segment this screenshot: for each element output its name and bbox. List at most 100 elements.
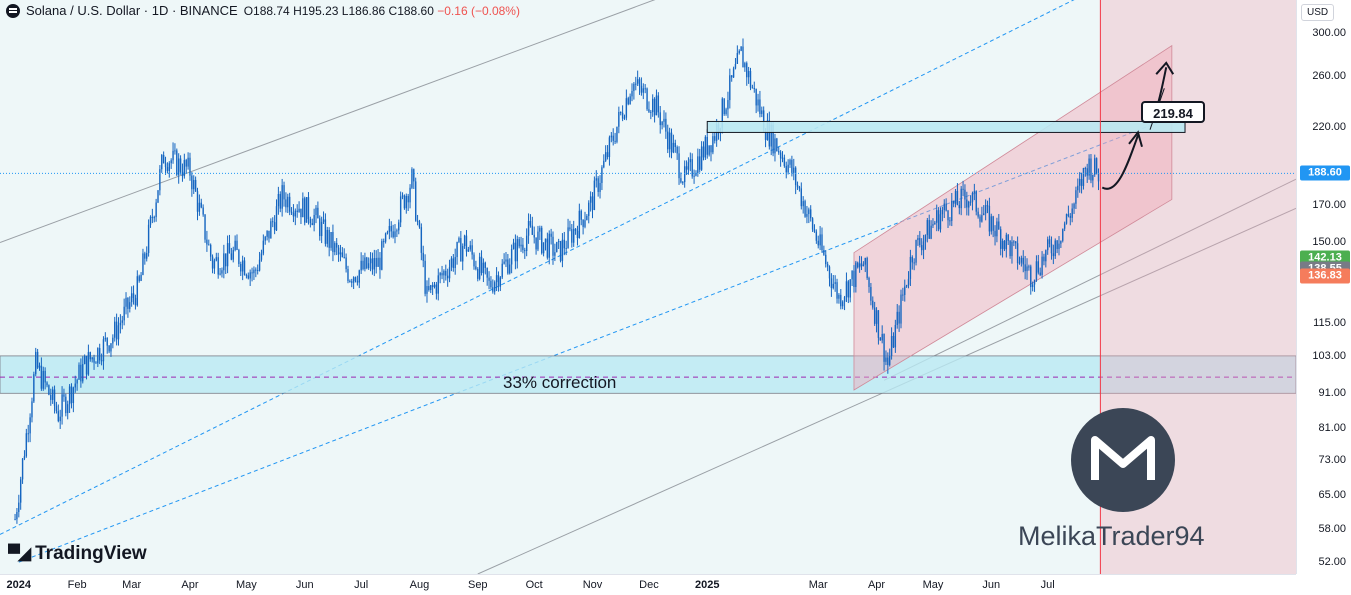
candle-body bbox=[864, 257, 866, 265]
candle-body bbox=[44, 370, 46, 383]
candle-body bbox=[599, 182, 601, 192]
candle-body bbox=[650, 111, 652, 113]
channel-lower-line-2 bbox=[883, 178, 1296, 381]
candle-body bbox=[219, 273, 221, 275]
candle-body bbox=[268, 230, 270, 239]
candle-body bbox=[334, 243, 336, 253]
candle-body bbox=[943, 203, 945, 210]
candle-body bbox=[121, 320, 123, 323]
candle-body bbox=[343, 257, 345, 259]
currency-label[interactable]: USD bbox=[1301, 4, 1335, 21]
candle-body bbox=[1018, 262, 1021, 264]
symbol-title[interactable]: Solana / U.S. Dollar · 1D · BINANCE bbox=[26, 3, 238, 18]
candle-body bbox=[1024, 264, 1026, 272]
candle-body bbox=[604, 152, 607, 161]
candle-body bbox=[706, 136, 708, 155]
candle-body bbox=[779, 152, 782, 159]
candle-body bbox=[452, 258, 455, 269]
candle-body bbox=[783, 157, 786, 167]
time-axis[interactable]: 2024 Feb Mar Apr May Jun Jul Aug Sep Oct Nov Dec 202… bbox=[0, 574, 1296, 595]
candle-body bbox=[166, 167, 169, 171]
candle-body bbox=[439, 273, 441, 276]
candle-body bbox=[296, 210, 298, 212]
candle-body bbox=[744, 63, 746, 68]
candle-body bbox=[968, 201, 970, 208]
candle-body bbox=[834, 282, 836, 284]
channel-mid-dashed-line bbox=[0, 0, 1075, 535]
candle-body bbox=[557, 241, 560, 243]
candle-body bbox=[826, 264, 829, 267]
candle-body bbox=[616, 126, 618, 142]
candle-body bbox=[16, 512, 18, 520]
candle-body bbox=[1022, 257, 1024, 265]
candle-body bbox=[945, 203, 947, 211]
candle-body bbox=[302, 198, 304, 218]
price-tick-label: 260.00 bbox=[1312, 70, 1346, 83]
candle-body bbox=[573, 228, 575, 243]
candle-body bbox=[234, 240, 236, 251]
candle-body bbox=[776, 138, 778, 152]
candle-body bbox=[1003, 240, 1006, 250]
candle-body bbox=[734, 63, 737, 69]
candle-body bbox=[119, 322, 122, 326]
candle-body bbox=[501, 263, 503, 278]
candle-body bbox=[939, 214, 942, 230]
candle-body bbox=[764, 131, 767, 140]
tradingview-icon: ▀◢ bbox=[8, 544, 31, 563]
candle-body bbox=[723, 98, 725, 115]
candle-body bbox=[550, 233, 552, 237]
candle-body bbox=[793, 167, 795, 173]
price-tick-label: 52.00 bbox=[1318, 556, 1346, 569]
candle-body bbox=[59, 416, 61, 422]
candle-body bbox=[823, 250, 825, 255]
price-chart[interactable] bbox=[0, 0, 1296, 574]
candle-body bbox=[1031, 284, 1034, 288]
candle-body bbox=[275, 206, 278, 231]
candle-body bbox=[226, 243, 229, 267]
candle-body bbox=[369, 258, 372, 264]
candle-body bbox=[875, 310, 878, 324]
candle-body bbox=[746, 63, 748, 78]
candle-body bbox=[858, 263, 861, 268]
candle-body bbox=[1011, 241, 1013, 257]
candle-body bbox=[531, 225, 534, 235]
candle-body bbox=[979, 216, 981, 222]
candle-body bbox=[82, 364, 84, 382]
candle-body bbox=[409, 187, 411, 203]
candle-body bbox=[614, 140, 616, 142]
candle-body bbox=[537, 231, 539, 250]
candle-body bbox=[770, 124, 772, 147]
candle-body bbox=[159, 169, 161, 191]
candle-body bbox=[114, 321, 116, 338]
price-axis[interactable]: USD 300.00 260.00 220.00 170.00 150.00 115.00… bbox=[1296, 0, 1351, 574]
time-tick-label: Aug bbox=[409, 579, 430, 591]
chart-area[interactable]: Solana / U.S. Dollar · 1D · BINANCE O188… bbox=[0, 0, 1296, 574]
candle-body bbox=[326, 229, 328, 244]
tradingview-logo[interactable]: ▀◢ TradingView bbox=[8, 543, 147, 564]
candle-body bbox=[975, 191, 977, 212]
candle-body bbox=[36, 351, 39, 368]
price-tick-label: 58.00 bbox=[1318, 523, 1346, 536]
candle-body bbox=[742, 46, 744, 68]
candle-body bbox=[33, 374, 35, 402]
candle-body bbox=[1063, 223, 1066, 229]
candle-body bbox=[168, 163, 170, 171]
candle-body bbox=[612, 135, 614, 141]
candle-body bbox=[1080, 179, 1083, 186]
time-tick-label: 2025 bbox=[695, 579, 720, 591]
candle-body bbox=[1052, 253, 1055, 257]
trend-dashed-line bbox=[18, 119, 1165, 563]
candle-body bbox=[367, 263, 370, 269]
ohlc-values: O188.74 H195.23 L186.86 C188.60 −0.16 (−… bbox=[243, 3, 520, 18]
candle-body bbox=[860, 263, 863, 267]
candle-body bbox=[680, 178, 682, 183]
candle-body bbox=[1016, 243, 1019, 264]
candle-body bbox=[132, 293, 135, 298]
candle-body bbox=[454, 257, 456, 269]
candle-body bbox=[95, 362, 97, 364]
candle-body bbox=[561, 239, 564, 261]
candle-body bbox=[567, 227, 569, 248]
candle-body bbox=[176, 150, 178, 175]
candle-body bbox=[486, 267, 488, 278]
candle-body bbox=[838, 294, 840, 299]
